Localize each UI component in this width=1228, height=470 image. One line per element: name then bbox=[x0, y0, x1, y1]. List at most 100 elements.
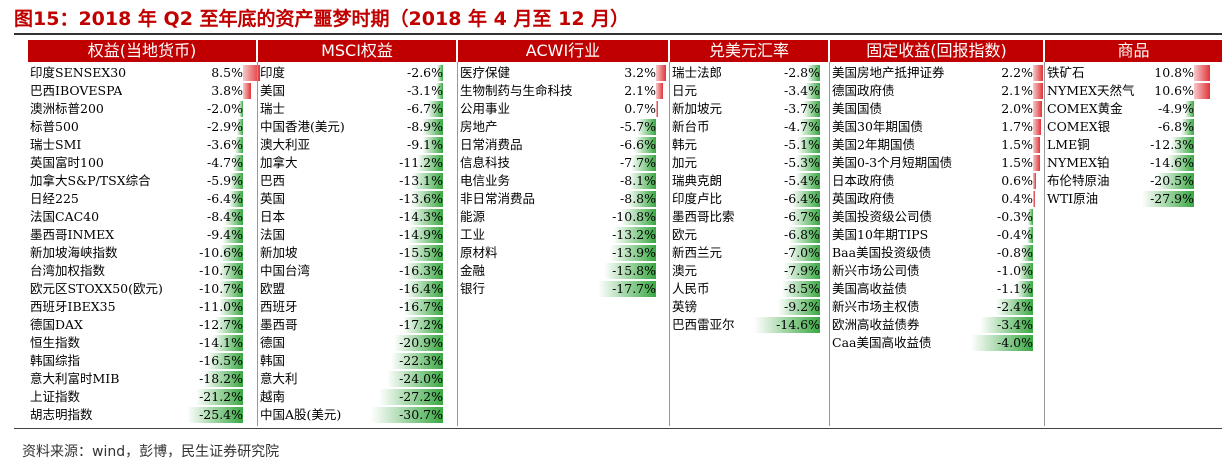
category-label: 法国 bbox=[260, 227, 286, 242]
bar-row: 公用事业 0.7% bbox=[458, 100, 668, 118]
bar-row: 墨西哥比索 -6.7% bbox=[670, 208, 828, 226]
panel-fx-vs-usd: 兑美元汇率 瑞士法郎 -2.8% 日元 -3.4% 新加坡元 -3.7% 新台币 -4.7% 韩… bbox=[670, 40, 828, 427]
bar bbox=[656, 83, 663, 99]
bar bbox=[1026, 227, 1033, 243]
category-label: 新西兰元 bbox=[672, 245, 723, 260]
category-label: 巴西IBOVESPA bbox=[30, 83, 123, 98]
bar-row: 欧元 -6.8% bbox=[670, 226, 828, 244]
value-label: -15.8% bbox=[612, 263, 656, 278]
bar bbox=[390, 353, 443, 369]
bar bbox=[604, 263, 656, 279]
bar bbox=[781, 281, 820, 297]
value-label: -8.5% bbox=[784, 281, 820, 296]
value-label: 0.6% bbox=[1001, 173, 1033, 188]
value-label: -25.4% bbox=[199, 407, 243, 422]
value-label: 1.5% bbox=[1001, 137, 1033, 152]
value-label: 2.0% bbox=[1001, 101, 1033, 116]
bar bbox=[778, 299, 820, 315]
bar bbox=[402, 317, 443, 333]
bar-row: 意大利 -24.0% bbox=[258, 370, 456, 388]
category-label: 墨西哥INMEX bbox=[30, 227, 115, 242]
category-label: 美国房地产抵押证券 bbox=[832, 65, 945, 80]
category-label: 德国 bbox=[260, 335, 286, 350]
value-label: -5.4% bbox=[784, 173, 820, 188]
category-label: 金融 bbox=[460, 263, 486, 278]
bar-row: 中国A股(美元) -30.7% bbox=[258, 406, 456, 424]
bar-row: 印度卢比 -6.4% bbox=[670, 190, 828, 208]
bar-row: 英国政府债 0.4% bbox=[830, 190, 1043, 208]
bar bbox=[598, 281, 656, 297]
bar bbox=[656, 101, 659, 117]
value-label: -2.0% bbox=[207, 101, 243, 116]
value-label: 1.5% bbox=[1001, 155, 1033, 170]
figure-title: 图15：2018 年 Q2 至年底的资产噩梦时期（2018 年 4 月至 12 … bbox=[14, 8, 630, 30]
bar-row: 新台币 -4.7% bbox=[670, 118, 828, 136]
value-label: -2.9% bbox=[207, 119, 243, 134]
category-label: LME铜 bbox=[1047, 137, 1090, 152]
bar-row: 能源 -10.8% bbox=[458, 208, 668, 226]
bar bbox=[610, 245, 656, 261]
category-label: 德国政府债 bbox=[832, 83, 895, 98]
bar-row: 西班牙IBEX35 -11.0% bbox=[28, 298, 256, 316]
value-label: -13.2% bbox=[612, 227, 656, 242]
source-note: 资料来源：wind，彭博，民生证券研究院 bbox=[22, 444, 280, 460]
bar-row: 韩元 -5.1% bbox=[670, 136, 828, 154]
bar-row: 英镑 -9.2% bbox=[670, 298, 828, 316]
bar bbox=[612, 227, 656, 243]
bar-row: 印度 -2.6% bbox=[258, 64, 456, 82]
value-label: -1.0% bbox=[997, 263, 1033, 278]
value-label: -7.0% bbox=[784, 245, 820, 260]
bar-row: 新加坡海峡指数 -10.6% bbox=[28, 244, 256, 262]
value-label: -6.7% bbox=[407, 101, 443, 116]
bar-row: 欧盟 -16.4% bbox=[258, 280, 456, 298]
bar-row: 金融 -15.8% bbox=[458, 262, 668, 280]
bar-row: 中国香港(美元) -8.9% bbox=[258, 118, 456, 136]
bar-row: 美国投资级公司债 -0.3% bbox=[830, 208, 1043, 226]
category-label: 瑞典克朗 bbox=[672, 173, 723, 188]
bar-row: 医疗保健 3.2% bbox=[458, 64, 668, 82]
bar-row: 电信业务 -8.1% bbox=[458, 172, 668, 190]
category-label: 美国10年期TIPS bbox=[832, 227, 929, 242]
bar-row: COMEX黄金 -4.9% bbox=[1045, 100, 1222, 118]
bar bbox=[1033, 65, 1043, 81]
category-label: 银行 bbox=[460, 281, 486, 296]
category-label: 美国2年期国债 bbox=[832, 137, 915, 152]
category-label: 韩元 bbox=[672, 137, 698, 152]
value-label: -18.2% bbox=[199, 371, 243, 386]
value-label: -16.4% bbox=[399, 281, 443, 296]
bar-row: 美国2年期国债 1.5% bbox=[830, 136, 1043, 154]
bar bbox=[1166, 155, 1194, 171]
category-label: 瑞士法郎 bbox=[672, 65, 723, 80]
bar-row: 印度SENSEX30 8.5% bbox=[28, 64, 260, 82]
bar bbox=[411, 191, 443, 207]
category-label: 日本政府债 bbox=[832, 173, 895, 188]
category-label: 生物制药与生命科技 bbox=[460, 83, 573, 98]
bar-row: 美国国债 2.0% bbox=[830, 100, 1043, 118]
value-label: -14.6% bbox=[1150, 155, 1194, 170]
bar bbox=[1033, 155, 1040, 171]
value-label: -2.4% bbox=[997, 299, 1033, 314]
bar-row: 美国房地产抵押证券 2.2% bbox=[830, 64, 1043, 82]
bar bbox=[795, 173, 820, 189]
bar-row: 人民币 -8.5% bbox=[670, 280, 828, 298]
value-label: -9.4% bbox=[207, 227, 243, 242]
category-label: WTI原油 bbox=[1047, 191, 1099, 206]
bar bbox=[789, 227, 820, 243]
value-label: -3.4% bbox=[997, 317, 1033, 332]
bar-row: 澳洲标普200 -2.0% bbox=[28, 100, 256, 118]
bar bbox=[803, 101, 820, 117]
category-label: NYMEX铂 bbox=[1047, 155, 1110, 170]
bar bbox=[637, 119, 656, 135]
value-label: -24.0% bbox=[399, 371, 443, 386]
value-label: -10.6% bbox=[199, 245, 243, 260]
value-label: -4.9% bbox=[1158, 101, 1194, 116]
panel-header: 权益(当地货币) bbox=[28, 40, 256, 62]
bar bbox=[789, 209, 820, 225]
bar-row: 房地产 -5.7% bbox=[458, 118, 668, 136]
bar-row: 英国富时100 -4.7% bbox=[28, 154, 256, 172]
category-label: 西班牙 bbox=[260, 299, 298, 314]
category-label: 新兴市场公司债 bbox=[832, 263, 920, 278]
bar-row: 上证指数 -21.2% bbox=[28, 388, 256, 406]
bar bbox=[416, 155, 443, 171]
category-label: 上证指数 bbox=[30, 389, 81, 404]
